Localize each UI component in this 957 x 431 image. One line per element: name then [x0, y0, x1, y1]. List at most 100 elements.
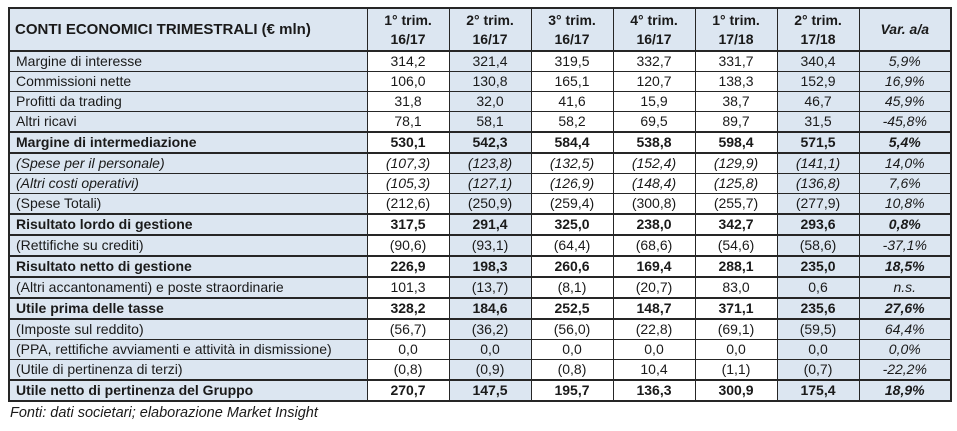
value-cell: (59,5): [776, 318, 860, 340]
value-cell: 165,1: [530, 71, 614, 92]
value-cell: (8,1): [530, 276, 614, 299]
table-row: (Utile di pertinenza di terzi) (0,8) (0,9)…: [8, 359, 952, 381]
var-yoy-cell: n.s.: [858, 276, 952, 299]
value-cell: 78,1: [366, 111, 450, 133]
column-header-line1: 4° trim.: [630, 11, 678, 28]
value-cell: 120,7: [612, 71, 696, 92]
value-cell: 10,4: [612, 359, 696, 381]
value-cell: 288,1: [694, 255, 778, 278]
value-cell: (126,9): [530, 173, 614, 194]
column-header-line2: 16/17: [472, 30, 508, 47]
value-cell: 0,6: [776, 276, 860, 299]
var-yoy-cell: 0,8%: [858, 213, 952, 236]
value-cell: 331,7: [694, 50, 778, 72]
value-cell: (0,8): [530, 359, 614, 381]
value-cell: (56,7): [366, 318, 450, 340]
table-title: CONTI ECONOMICI TRIMESTRALI (€ mln): [8, 7, 368, 52]
value-cell: 169,4: [612, 255, 696, 278]
value-cell: (36,2): [448, 318, 532, 340]
value-cell: 235,0: [776, 255, 860, 278]
value-cell: 41,6: [530, 91, 614, 112]
value-cell: 38,7: [694, 91, 778, 112]
value-cell: (0,8): [366, 359, 450, 381]
value-cell: 15,9: [612, 91, 696, 112]
value-cell: 184,6: [448, 297, 532, 320]
value-cell: 101,3: [366, 276, 450, 299]
row-label: Risultato netto di gestione: [8, 255, 368, 278]
value-cell: 89,7: [694, 111, 778, 133]
value-cell: 325,0: [530, 213, 614, 236]
table-row: Margine di interesse 314,2 321,4 319,5 332,7…: [8, 50, 952, 72]
var-yoy-cell: 14,0%: [858, 152, 952, 174]
value-cell: (69,1): [694, 318, 778, 340]
row-label: (Spese Totali): [8, 193, 368, 215]
value-cell: 371,1: [694, 297, 778, 320]
value-cell: (132,5): [530, 152, 614, 174]
value-cell: (277,9): [776, 193, 860, 215]
row-label: (Spese per il personale): [8, 152, 368, 174]
row-label: (PPA, rettifiche avviamenti e attività i…: [8, 339, 368, 360]
value-cell: 148,7: [612, 297, 696, 320]
value-cell: 538,8: [612, 131, 696, 154]
column-header-line2: 17/18: [718, 30, 754, 47]
value-cell: 175,4: [776, 379, 860, 402]
column-header-line2: 16/17: [636, 30, 672, 47]
var-yoy-cell: 18,9%: [858, 379, 952, 402]
column-header-line1: 1° trim.: [384, 11, 432, 28]
value-cell: (22,8): [612, 318, 696, 340]
column-header-q3-1617: 3° trim. 16/17: [530, 7, 614, 52]
column-header-line1: 2° trim.: [466, 11, 514, 28]
column-header-line2: 16/17: [554, 30, 590, 47]
row-label: (Utile di pertinenza di terzi): [8, 359, 368, 381]
table-row: (Spese Totali) (212,6) (250,9) (259,4) (300,…: [8, 193, 952, 215]
value-cell: (136,8): [776, 173, 860, 194]
column-header-q4-1617: 4° trim. 16/17: [612, 7, 696, 52]
value-cell: 32,0: [448, 91, 532, 112]
value-cell: 300,9: [694, 379, 778, 402]
source-note: Fonti: dati societari; elaborazione Mark…: [10, 405, 318, 421]
table-row: Utile netto di pertinenza del Gruppo 270,…: [8, 379, 952, 402]
table-row: (Altri costi operativi) (105,3) (127,1) (12…: [8, 173, 952, 194]
value-cell: 342,7: [694, 213, 778, 236]
value-cell: 319,5: [530, 50, 614, 72]
table-row: Margine di intermediazione 530,1 542,3 584,…: [8, 131, 952, 154]
value-cell: 0,0: [530, 339, 614, 360]
value-cell: (129,9): [694, 152, 778, 174]
row-label: Altri ricavi: [8, 111, 368, 133]
value-cell: 198,3: [448, 255, 532, 278]
value-cell: 238,0: [612, 213, 696, 236]
value-cell: 0,0: [612, 339, 696, 360]
value-cell: (54,6): [694, 234, 778, 257]
value-cell: (255,7): [694, 193, 778, 215]
column-header-q1-1718: 1° trim. 17/18: [694, 7, 778, 52]
value-cell: 270,7: [366, 379, 450, 402]
var-yoy-cell: 0,0%: [858, 339, 952, 360]
table-row: (Spese per il personale) (107,3) (123,8) (1…: [8, 152, 952, 174]
value-cell: (90,6): [366, 234, 450, 257]
column-header-q2-1617: 2° trim. 16/17: [448, 7, 532, 52]
column-header-line1: 2° trim.: [794, 11, 842, 28]
column-header-line1: 1° trim.: [712, 11, 760, 28]
var-yoy-cell: -45,8%: [858, 111, 952, 133]
value-cell: (20,7): [612, 276, 696, 299]
value-cell: 130,8: [448, 71, 532, 92]
column-header-line2: 16/17: [390, 30, 426, 47]
value-cell: 291,4: [448, 213, 532, 236]
value-cell: (64,4): [530, 234, 614, 257]
value-cell: (0,9): [448, 359, 532, 381]
table-row: Risultato lordo di gestione 317,5 291,4 325…: [8, 213, 952, 236]
row-label: (Imposte sul reddito): [8, 318, 368, 340]
column-header-line1: 3° trim.: [548, 11, 596, 28]
value-cell: (148,4): [612, 173, 696, 194]
column-header-var-yoy: Var. a/a: [858, 7, 952, 52]
value-cell: (152,4): [612, 152, 696, 174]
table-row: (Imposte sul reddito) (56,7) (36,2) (56,0)(…: [8, 318, 952, 340]
value-cell: 69,5: [612, 111, 696, 133]
value-cell: 530,1: [366, 131, 450, 154]
var-yoy-cell: 64,4%: [858, 318, 952, 340]
value-cell: 314,2: [366, 50, 450, 72]
table-row: (Altri accantonamenti) e poste straordin…: [8, 276, 952, 299]
row-label: Risultato lordo di gestione: [8, 213, 368, 236]
value-cell: (68,6): [612, 234, 696, 257]
row-label: Profitti da trading: [8, 91, 368, 112]
